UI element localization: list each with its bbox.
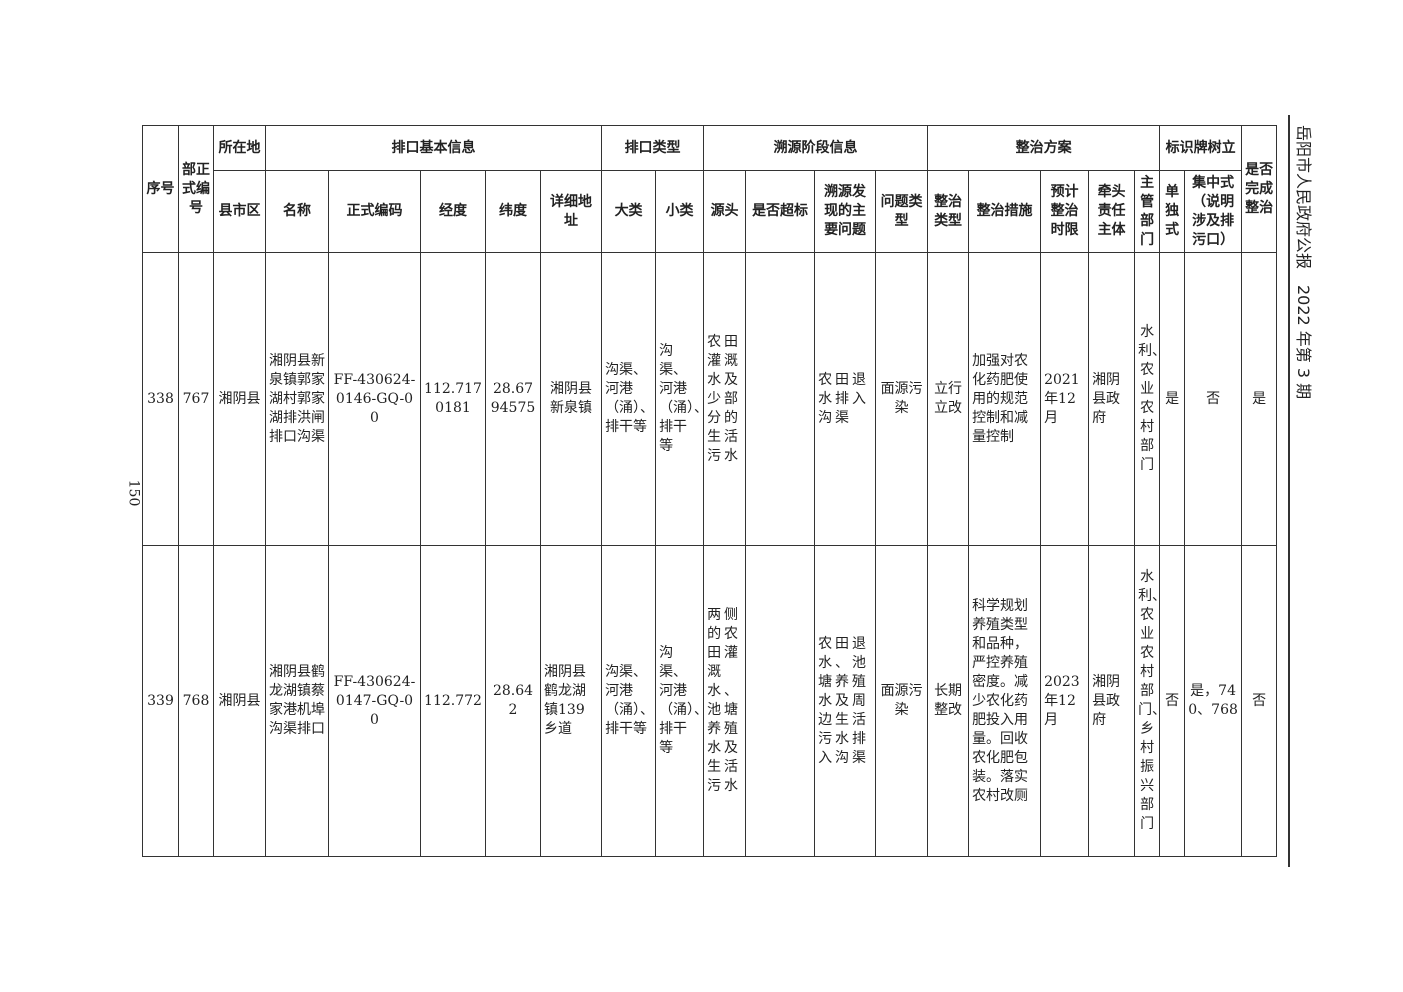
page-number: 150 xyxy=(125,479,142,507)
col-measures: 整治措施 xyxy=(968,170,1042,253)
main-problem: 农田退水、池塘养殖水及周边生活污水排入沟渠 xyxy=(814,545,877,857)
col-seq: 序号 xyxy=(142,125,179,253)
col-minor: 小类 xyxy=(655,170,705,253)
deadline: 2021年12月 xyxy=(1040,252,1090,546)
running-header: 岳阳市人民政府公报 2022 年第 3 期 xyxy=(1294,125,1313,400)
col-lng: 经度 xyxy=(420,170,486,253)
col-dept: 主管部门 xyxy=(1134,170,1161,253)
col-location: 所在地 xyxy=(213,125,266,171)
major: 沟渠、河港（涌）、排干等 xyxy=(601,252,657,546)
minor: 沟渠、河港（涌）、排干等 xyxy=(655,252,705,546)
fix-type: 立行立改 xyxy=(927,252,970,546)
address: 湘阴县鹤龙湖镇139乡道 xyxy=(539,545,603,857)
single: 否 xyxy=(1159,545,1186,857)
single: 是 xyxy=(1159,252,1186,546)
lat: 28.642 xyxy=(485,545,541,857)
col-problem-type: 问题类型 xyxy=(875,170,929,253)
col-single: 单独式 xyxy=(1159,170,1186,253)
header-rule xyxy=(1288,115,1290,867)
dept-code: 767 xyxy=(178,252,214,546)
minor: 沟渠、河港（涌）、排干等 xyxy=(655,545,705,857)
col-plan: 整治方案 xyxy=(927,125,1161,171)
col-main-problem: 溯源发现的主要问题 xyxy=(814,170,877,253)
county: 湘阴县 xyxy=(213,252,266,546)
lead: 湘阴县政府 xyxy=(1088,252,1136,546)
address: 湘阴县新泉镇 xyxy=(539,252,603,546)
col-done: 是否完成整治 xyxy=(1241,125,1278,253)
col-source: 源头 xyxy=(703,170,747,253)
lead: 湘阴县政府 xyxy=(1088,545,1136,857)
fix-type: 长期整改 xyxy=(927,545,970,857)
col-outlet-type: 排口类型 xyxy=(601,125,705,171)
lat: 28.6794575 xyxy=(485,252,541,546)
county: 湘阴县 xyxy=(213,545,266,857)
col-exceed: 是否超标 xyxy=(745,170,816,253)
col-fix-type: 整治类型 xyxy=(927,170,970,253)
col-county: 县市区 xyxy=(213,170,266,253)
source: 两侧的农田灌溉水、池塘养殖水及生活污水 xyxy=(703,545,747,857)
code: FF-430624-0146-GQ-00 xyxy=(328,252,421,546)
code: FF-430624-0147-GQ-00 xyxy=(328,545,421,857)
source: 农田灌溉水及少部分的生活污水 xyxy=(703,252,747,546)
table-row: 339 768 湘阴县 湘阴县鹤龙湖镇蔡家港机埠沟渠排口 FF-430624-0… xyxy=(142,545,1278,857)
col-sign: 标识牌树立 xyxy=(1159,125,1243,171)
done: 否 xyxy=(1241,545,1278,857)
central: 否 xyxy=(1184,252,1243,546)
main-problem: 农田退水排入沟渠 xyxy=(814,252,877,546)
lng: 112.7170181 xyxy=(420,252,486,546)
col-code: 正式编码 xyxy=(328,170,421,253)
col-trace: 溯源阶段信息 xyxy=(703,125,929,171)
seq: 338 xyxy=(142,252,179,546)
col-address: 详细地址 xyxy=(539,170,603,253)
col-name: 名称 xyxy=(265,170,329,253)
problem-type: 面源污染 xyxy=(875,252,929,546)
exceed xyxy=(745,545,816,857)
deadline: 2023年12月 xyxy=(1040,545,1090,857)
col-deadline: 预计整治时限 xyxy=(1040,170,1090,253)
col-lead: 牵头责任主体 xyxy=(1088,170,1136,253)
done: 是 xyxy=(1241,252,1278,546)
col-basic-info: 排口基本信息 xyxy=(264,125,603,171)
table-row: 338 767 湘阴县 湘阴县新泉镇郭家湖村郭家湖排洪闸排口沟渠 FF-4306… xyxy=(142,252,1278,546)
measures: 科学规划养殖类型和品种，严控养殖密度。减少农化药肥投入用量。回收农化肥包装。落实… xyxy=(968,545,1042,857)
outlet-table: 序号 部正式编号 所在地 排口基本信息 排口类型 溯源阶段信息 整治方案 标识牌… xyxy=(142,125,1278,857)
major: 沟渠、河港（涌）、排干等 xyxy=(601,545,657,857)
name: 湘阴县新泉镇郭家湖村郭家湖排洪闸排口沟渠 xyxy=(265,252,329,546)
lng: 112.772 xyxy=(420,545,486,857)
measures: 加强对农化药肥使用的规范控制和减量控制 xyxy=(968,252,1042,546)
dept-code: 768 xyxy=(178,545,214,857)
dept: 水利、农业农村部门 xyxy=(1134,252,1161,546)
exceed xyxy=(745,252,816,546)
problem-type: 面源污染 xyxy=(875,545,929,857)
col-central: 集中式（说明涉及排污口） xyxy=(1184,170,1243,253)
col-major: 大类 xyxy=(601,170,657,253)
name: 湘阴县鹤龙湖镇蔡家港机埠沟渠排口 xyxy=(265,545,329,857)
col-lat: 纬度 xyxy=(485,170,541,253)
dept: 水利、农业农村部门、乡村振兴部门 xyxy=(1134,545,1161,857)
col-dept-code: 部正式编号 xyxy=(178,125,214,253)
seq: 339 xyxy=(142,545,179,857)
central: 是，740、768 xyxy=(1184,545,1243,857)
